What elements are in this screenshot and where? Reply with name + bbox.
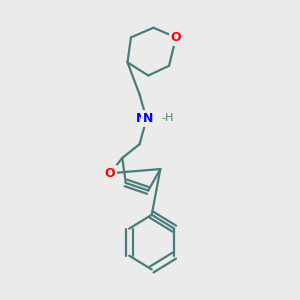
Text: NH: NH (136, 112, 157, 125)
Text: -H: -H (161, 113, 173, 123)
Text: O: O (105, 167, 116, 180)
Text: O: O (171, 31, 181, 44)
Text: N: N (143, 112, 154, 125)
